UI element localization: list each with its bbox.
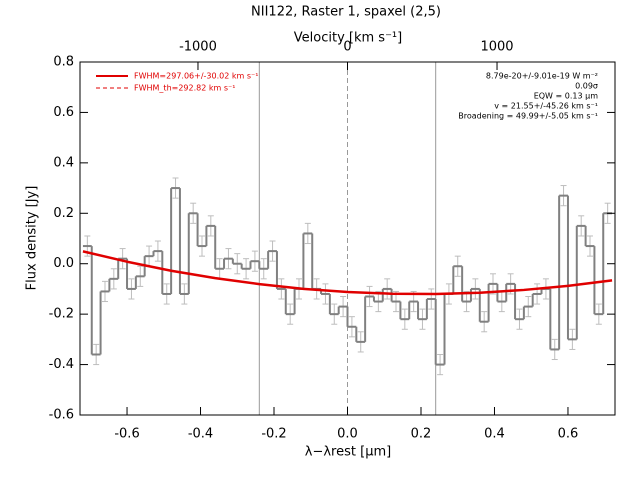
- y-tick-label: 0.6: [53, 105, 74, 120]
- y-tick-label: -0.4: [49, 357, 74, 372]
- annotation: v = 21.55+/-45.26 km s⁻¹: [494, 102, 598, 111]
- x-tick-label: 0.4: [484, 427, 505, 442]
- y-tick-label: 0.2: [53, 206, 74, 221]
- annotation: EQW = 0.13 μm: [534, 92, 598, 101]
- x-tick-label: 0.0: [337, 427, 358, 442]
- y-tick-label: -0.6: [49, 408, 74, 423]
- annotation: 0.09σ: [575, 82, 598, 91]
- x-tick-label: 0.6: [558, 427, 579, 442]
- x2-tick-label: -1000: [179, 40, 217, 55]
- legend-label: FWHM=297.06+/-30.02 km s⁻¹: [134, 72, 258, 81]
- fit-line: [82, 250, 613, 296]
- x2-axis-label: Velocity [km s⁻¹]: [294, 31, 402, 46]
- x2-tick-label: 1000: [480, 40, 513, 55]
- x-axis-label: λ−λrest [μm]: [305, 445, 391, 460]
- x-tick-label: 0.2: [411, 427, 432, 442]
- y-tick-label: 0.8: [53, 55, 74, 70]
- x-tick-label: -0.6: [114, 427, 139, 442]
- annotation: Broadening = 49.99+/-5.05 km s⁻¹: [458, 112, 598, 121]
- legend-label: FWHM_th=292.82 km s⁻¹: [134, 84, 235, 93]
- x-tick-label: -0.4: [188, 427, 213, 442]
- y-axis-label: Flux density [Jy]: [25, 186, 40, 291]
- x-tick-label: -0.2: [261, 427, 286, 442]
- chart-title: NII122, Raster 1, spaxel (2,5): [251, 5, 441, 20]
- annotation: 8.79e-20+/-9.01e-19 W m⁻²: [486, 72, 598, 81]
- y-tick-label: 0.0: [53, 256, 74, 271]
- y-tick-label: -0.2: [49, 307, 74, 322]
- x2-tick-label: 0: [343, 40, 351, 55]
- y-tick-label: 0.4: [53, 155, 74, 170]
